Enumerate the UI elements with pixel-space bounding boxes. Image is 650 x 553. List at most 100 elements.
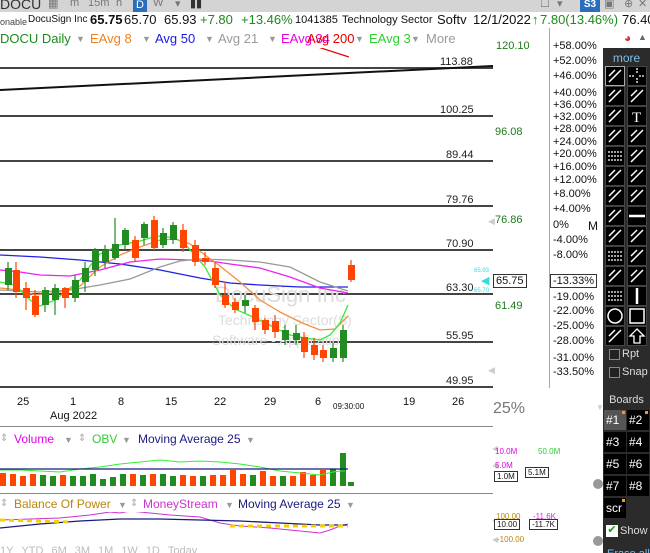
collapse-up-icon[interactable]: ▲ (638, 32, 647, 42)
rectangle-tool-icon[interactable] (627, 306, 647, 326)
chevron-down-icon[interactable]: ▼ (118, 500, 127, 510)
chevron-down-icon[interactable]: ▼ (225, 500, 234, 510)
timeframe-1d[interactable]: 1D (145, 545, 160, 553)
expand-arrow-icon[interactable] (593, 479, 603, 489)
erase-all-link[interactable]: Erase all (607, 548, 650, 553)
parallel-lines-tool-icon[interactable] (627, 246, 647, 266)
candle-type-icon[interactable]: ▮▮ (190, 0, 203, 10)
trend-line-tool-icon[interactable] (605, 266, 625, 286)
timeframe-today[interactable]: Today (167, 545, 198, 553)
board-6[interactable]: #6 (627, 454, 649, 474)
chevron-down-icon[interactable]: ▼ (355, 34, 364, 44)
parallel-channel-tool-icon[interactable] (627, 186, 647, 206)
chevron-down-icon[interactable]: ▼ (122, 435, 131, 445)
legend-balance-of-power[interactable]: Balance Of Power (14, 497, 111, 511)
legend-moneystream[interactable]: MoneyStream (143, 497, 218, 511)
timeframe-ytd[interactable]: YTD (21, 545, 44, 553)
legend-ma25[interactable]: Moving Average 25 (238, 497, 341, 511)
board-3[interactable]: #3 (604, 432, 626, 452)
board-8[interactable]: #8 (627, 476, 649, 496)
arc-tool-icon[interactable] (605, 126, 625, 146)
panel-divider[interactable] (0, 493, 493, 494)
crosshair-tool-icon[interactable] (627, 66, 647, 86)
snap-checkbox-box[interactable] (609, 366, 620, 378)
vertical-line-tool-icon[interactable] (627, 286, 647, 306)
scroll-down-icon[interactable]: ▼ (596, 403, 604, 412)
dashed-line-tool-icon[interactable] (605, 286, 625, 306)
board-7[interactable]: #7 (604, 476, 626, 496)
save-icon[interactable]: ▣ (604, 0, 615, 10)
legend-eavg3[interactable]: EAvg 3 (369, 31, 411, 46)
legend-volume[interactable]: Volume (14, 432, 55, 446)
reorder-icon[interactable]: ⇕ (130, 498, 139, 509)
zoom-percent[interactable]: 25% (493, 400, 526, 417)
reorder-icon[interactable]: ⇕ (0, 498, 9, 509)
chevron-down-icon[interactable]: ▼ (346, 500, 355, 510)
expand-arrow-icon[interactable] (593, 536, 603, 546)
board-1[interactable]: #1 (604, 410, 626, 430)
fib-retrace-tool-icon[interactable] (627, 146, 647, 166)
pin-window-icon[interactable]: ⊕ (624, 0, 634, 10)
show-checkbox[interactable]: ✔ Show (606, 525, 648, 537)
legend-obv[interactable]: OBV (92, 432, 118, 446)
bop-chart[interactable] (0, 512, 493, 544)
close-icon[interactable]: ✕ (638, 0, 648, 10)
horizontal-line-tool-icon[interactable] (627, 206, 647, 226)
pct-axis-mode[interactable]: M (588, 219, 598, 233)
interval-dropdown-icon[interactable]: ▾ (175, 0, 181, 10)
s3-badge[interactable]: S3 (580, 0, 600, 12)
timeframe-3m[interactable]: 3M (74, 545, 91, 553)
note-tool-icon[interactable] (605, 326, 625, 346)
circle-tool-icon[interactable] (605, 306, 625, 326)
legend-avg50[interactable]: Avg 50 (155, 31, 196, 46)
rpt-checkbox[interactable]: Rpt (609, 348, 639, 360)
reorder-icon[interactable]: ⇕ (0, 433, 9, 444)
interval-m[interactable]: m (70, 0, 80, 9)
timeframe-1m[interactable]: 1M (98, 545, 114, 553)
panel-divider[interactable] (0, 426, 493, 427)
legend-eavg34[interactable]: EAvg 34 (281, 31, 330, 46)
interval-15m[interactable]: 15m (88, 0, 110, 9)
legend-avg21[interactable]: Avg 21 (218, 31, 259, 46)
line-segment-tool-icon[interactable] (605, 106, 625, 126)
fan-tool-icon[interactable] (627, 126, 647, 146)
timeframe-1y[interactable]: 1Y (0, 545, 14, 553)
legend-ma25[interactable]: Moving Average 25 (138, 432, 241, 446)
chevron-down-icon[interactable]: ▼ (64, 435, 73, 445)
check-icon[interactable]: ✔ (606, 524, 618, 537)
multi-lines-tool-icon[interactable] (605, 246, 625, 266)
text-tool-icon[interactable]: T (627, 106, 647, 126)
eraser-tool-icon[interactable] (627, 86, 647, 106)
interval-daily-button[interactable]: D (133, 0, 147, 12)
chevron-down-icon[interactable]: ▼ (142, 34, 151, 44)
pitchfork-tool-icon[interactable] (605, 186, 625, 206)
crosshair-box-tool-icon[interactable] (605, 66, 625, 86)
ray-tool-icon[interactable] (627, 266, 647, 286)
board-2[interactable]: #2 (627, 410, 649, 430)
chevron-down-icon[interactable]: ▼ (205, 34, 214, 44)
horizontal-lines-tool-icon[interactable] (605, 146, 625, 166)
snap-checkbox[interactable]: Snap (609, 366, 648, 378)
legend-symbol-daily[interactable]: DOCU Daily (0, 31, 71, 46)
vertical-lines-tool-icon[interactable] (605, 166, 625, 186)
andrews-tool-icon[interactable] (605, 226, 625, 246)
chevron-down-icon[interactable]: ▼ (246, 435, 255, 445)
color-wheel-icon[interactable]: ◕ (624, 31, 632, 45)
legend-eavg8[interactable]: EAvg 8 (90, 31, 132, 46)
board-5[interactable]: #5 (604, 454, 626, 474)
more-tools-button[interactable]: more (612, 51, 641, 65)
legend-more[interactable]: More (426, 31, 456, 46)
arrow-up-tool-icon[interactable] (627, 326, 647, 346)
interval-h[interactable]: h (116, 0, 123, 9)
pin-icon[interactable]: ▾ (557, 0, 563, 10)
anchor-tool-icon[interactable] (627, 166, 647, 186)
timeframe-1w[interactable]: 1W (121, 545, 138, 553)
speed-lines-tool-icon[interactable] (605, 206, 625, 226)
legend-avg200[interactable]: Avg 200 (307, 31, 355, 46)
chart-type-icon[interactable]: ▦ (48, 0, 59, 10)
board-4[interactable]: #4 (627, 432, 649, 452)
hand-tool-icon[interactable] (605, 86, 625, 106)
bookmark-icon[interactable]: ☐ (540, 0, 550, 10)
gann-tool-icon[interactable] (627, 226, 647, 246)
reorder-icon[interactable]: ⇕ (78, 433, 87, 444)
